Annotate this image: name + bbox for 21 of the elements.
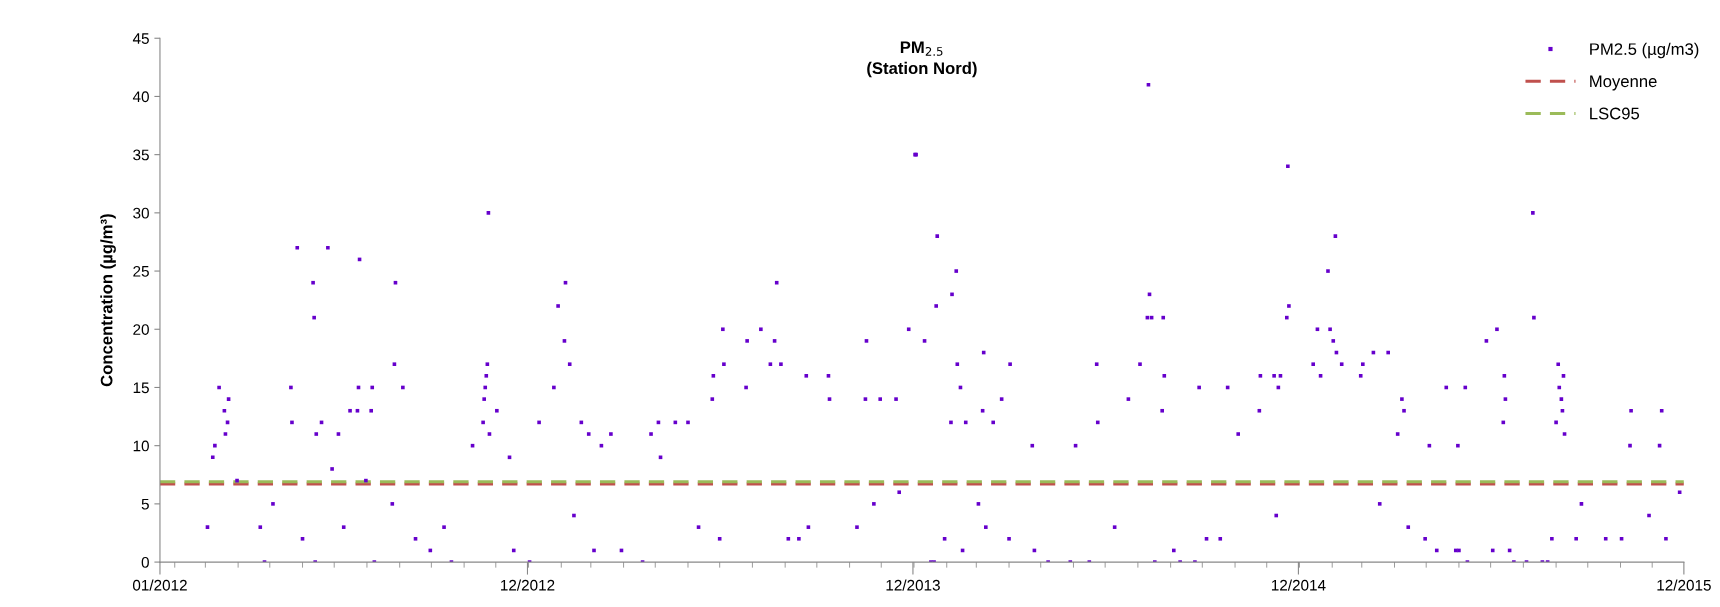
y-tick-label: 20 [133,324,149,335]
y-tick-label: 30 [133,207,149,219]
x-tick-label: 12/2015 [1657,579,1711,591]
x-tick-label: 01/2012 [132,579,187,591]
y-tick-label: 45 [132,33,149,44]
y-tick-label: 15 [133,382,149,394]
legend-label: PM2.5 (µg/m3) [1590,42,1699,59]
y-tick-label: 25 [133,265,149,277]
y-tick-label: 0 [141,556,149,568]
y-tick-label: 40 [132,91,149,103]
y-tick-label: 5 [141,498,149,510]
legend-label: Moyenne [1590,75,1657,91]
x-tick-label: 12/2014 [1271,579,1326,591]
chart-title: PM$_{2.5}$ [900,41,943,56]
y-axis-title: Concentration (µg/m³) [100,214,116,387]
legend-label: LSC95 [1590,107,1640,120]
x-tick-label: 12/2012 [501,579,555,591]
x-tick-label: 12/2013 [886,579,940,591]
y-tick-label: 35 [133,149,149,161]
text: (Station Nord) [867,61,977,78]
y-tick-label: 10 [133,440,149,452]
